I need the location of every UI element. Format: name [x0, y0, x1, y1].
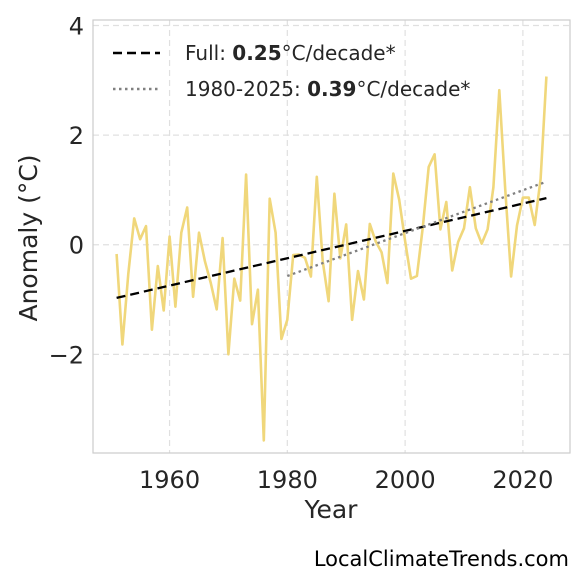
legend-prefix: 1980-2025: [185, 77, 307, 101]
credit-text: LocalClimateTrends.com [313, 547, 569, 571]
x-tick-label: 2020 [492, 466, 553, 494]
x-tick-label: 2000 [375, 466, 436, 494]
legend-suffix: °C/decade* [356, 77, 470, 101]
y-axis-ticks: 4 2 0 −2 [49, 12, 84, 369]
y-tick-label: 2 [69, 122, 84, 150]
series-layer [115, 76, 548, 442]
y-tick-label: −2 [49, 341, 84, 369]
legend-prefix: Full: [185, 41, 232, 65]
trend-line-1 [116, 196, 547, 300]
y-axis-label: Anomaly (°C) [14, 154, 43, 321]
grid [93, 20, 570, 453]
legend-value: 0.39 [307, 77, 356, 101]
legend: Full: 0.25°C/decade*1980-2025: 0.39°C/de… [113, 41, 470, 101]
legend-entry-2: 1980-2025: 0.39°C/decade* [185, 77, 470, 101]
anomaly-series-line [115, 76, 548, 442]
trend-line-2 [286, 180, 547, 278]
legend-suffix: °C/decade* [282, 41, 396, 65]
x-axis-label: Year [304, 495, 359, 524]
y-tick-label: 4 [69, 12, 84, 40]
x-tick-label: 1980 [257, 466, 318, 494]
y-tick-label: 0 [69, 232, 84, 260]
plot-frame [92, 19, 571, 454]
legend-entry-1: Full: 0.25°C/decade* [185, 41, 396, 65]
x-axis-ticks: 1960 1980 2000 2020 [139, 466, 553, 494]
legend-value: 0.25 [232, 41, 281, 65]
x-tick-label: 1960 [139, 466, 200, 494]
